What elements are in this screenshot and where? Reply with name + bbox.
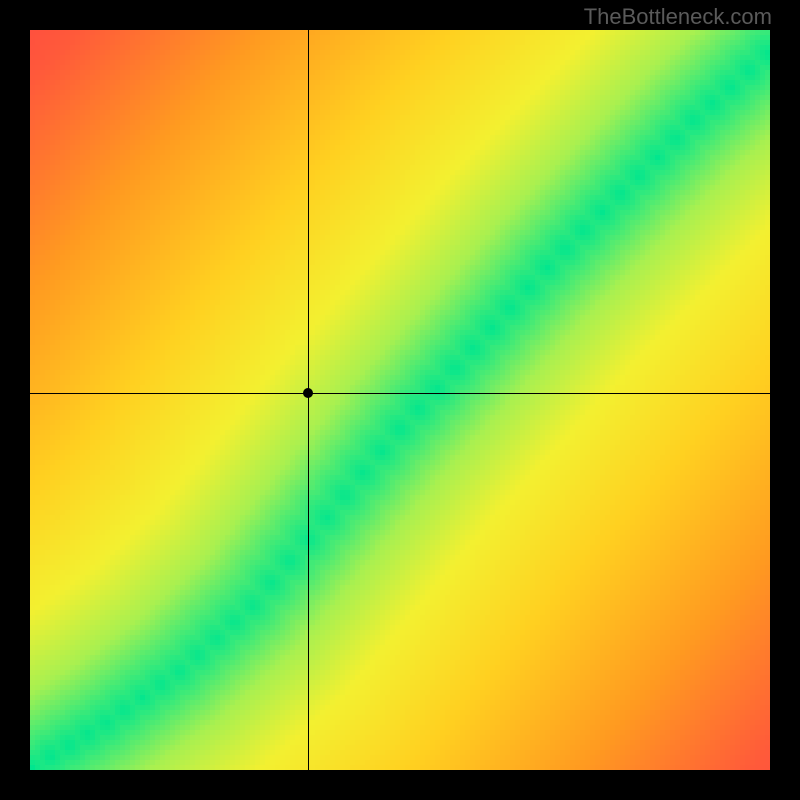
bottleneck-heatmap <box>30 30 770 770</box>
heatmap-canvas <box>30 30 770 770</box>
crosshair-horizontal <box>30 393 770 394</box>
watermark-text: TheBottleneck.com <box>584 4 772 30</box>
crosshair-vertical <box>308 30 309 770</box>
crosshair-dot <box>303 388 313 398</box>
